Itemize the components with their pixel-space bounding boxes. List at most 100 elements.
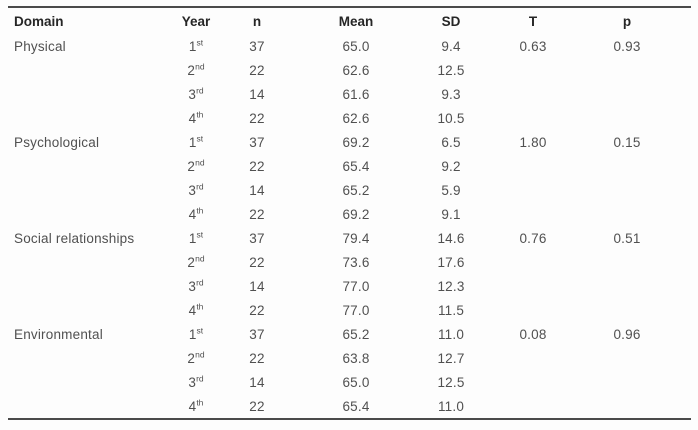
year-ordinal-suffix: th — [196, 301, 204, 311]
col-header-domain: Domain — [14, 13, 64, 29]
cell-p — [584, 202, 670, 226]
cell-year: 4th — [188, 397, 204, 414]
year-ordinal-suffix: rd — [196, 373, 204, 383]
cell-sd: 14.6 — [437, 230, 465, 246]
col-header-n: n — [252, 13, 262, 29]
table-row: 3rd 14 65.2 5.9 — [8, 178, 670, 202]
table-row: Physical 1st 37 65.0 9.4 0.63 0.93 — [8, 34, 670, 58]
cell-mean: 77.0 — [342, 278, 370, 294]
cell-domain — [8, 82, 170, 106]
cell-year: 4th — [188, 109, 204, 126]
cell-domain — [8, 346, 170, 370]
cell-n: 14 — [249, 182, 265, 198]
cell-domain — [8, 178, 170, 202]
cell-sd: 12.3 — [437, 278, 465, 294]
year-ordinal-suffix: th — [196, 205, 204, 215]
cell-n: 22 — [249, 350, 265, 366]
cell-t — [482, 106, 584, 130]
cell-sd: 9.3 — [441, 86, 461, 102]
cell-mean: 69.2 — [342, 206, 370, 222]
cell-t — [482, 298, 584, 322]
cell-t — [482, 370, 584, 394]
cell-domain — [8, 202, 170, 226]
col-header-t: T — [528, 13, 538, 29]
cell-p — [584, 250, 670, 274]
cell-sd: 9.1 — [441, 206, 461, 222]
cell-p — [584, 274, 670, 298]
cell-p — [584, 58, 670, 82]
cell-n: 22 — [249, 398, 265, 414]
cell-sd: 10.5 — [437, 110, 465, 126]
cell-mean: 65.4 — [342, 398, 370, 414]
cell-t — [482, 58, 584, 82]
cell-mean: 63.8 — [342, 350, 370, 366]
cell-n: 14 — [249, 374, 265, 390]
cell-t — [482, 250, 584, 274]
cell-t: 1.80 — [519, 134, 547, 150]
col-header-sd: SD — [441, 13, 461, 29]
cell-p — [584, 346, 670, 370]
cell-year: 1st — [188, 37, 204, 54]
cell-domain — [8, 394, 170, 418]
cell-mean: 73.6 — [342, 254, 370, 270]
cell-domain: Physical — [14, 38, 66, 54]
cell-mean: 61.6 — [342, 86, 370, 102]
table-row: Psychological 1st 37 69.2 6.5 1.80 0.15 — [8, 130, 670, 154]
cell-mean: 62.6 — [342, 62, 370, 78]
cell-p — [584, 154, 670, 178]
cell-t: 0.08 — [519, 326, 547, 342]
cell-year: 4th — [188, 301, 204, 318]
cell-n: 22 — [249, 254, 265, 270]
cell-year: 2nd — [187, 61, 205, 78]
cell-p — [584, 394, 670, 418]
cell-p: 0.96 — [613, 326, 641, 342]
cell-t — [482, 394, 584, 418]
cell-sd: 6.5 — [441, 134, 461, 150]
cell-sd: 9.4 — [441, 38, 461, 54]
cell-p — [584, 106, 670, 130]
cell-t: 0.63 — [519, 38, 547, 54]
table-row: 4th 22 77.0 11.5 — [8, 298, 670, 322]
cell-domain: Environmental — [14, 326, 103, 342]
cell-sd: 12.5 — [437, 374, 465, 390]
cell-year: 3rd — [188, 181, 204, 198]
cell-t — [482, 82, 584, 106]
cell-domain — [8, 250, 170, 274]
table-row: 2nd 22 62.6 12.5 — [8, 58, 670, 82]
cell-t — [482, 154, 584, 178]
cell-sd: 11.0 — [437, 398, 465, 414]
cell-domain — [8, 298, 170, 322]
cell-t: 0.76 — [519, 230, 547, 246]
results-table: Domain Year n Mean SD T p Physical 1st 37 6… — [8, 8, 670, 418]
cell-n: 22 — [249, 302, 265, 318]
year-ordinal-suffix: th — [196, 397, 204, 407]
cell-mean: 65.4 — [342, 158, 370, 174]
cell-year: 4th — [188, 205, 204, 222]
cell-n: 22 — [249, 110, 265, 126]
year-ordinal-suffix: nd — [195, 253, 205, 263]
table-row: 2nd 22 63.8 12.7 — [8, 346, 670, 370]
table-header-row: Domain Year n Mean SD T p — [8, 8, 670, 34]
cell-sd: 12.5 — [437, 62, 465, 78]
year-ordinal-suffix: rd — [196, 85, 204, 95]
table-row: 2nd 22 65.4 9.2 — [8, 154, 670, 178]
table-row: Environmental 1st 37 65.2 11.0 0.08 0.96 — [8, 322, 670, 346]
cell-year: 2nd — [187, 157, 205, 174]
cell-p — [584, 298, 670, 322]
cell-year: 1st — [188, 229, 204, 246]
cell-n: 37 — [249, 134, 265, 150]
table-row: 3rd 14 65.0 12.5 — [8, 370, 670, 394]
cell-domain — [8, 106, 170, 130]
cell-n: 22 — [249, 62, 265, 78]
cell-n: 22 — [249, 158, 265, 174]
table-row: 4th 22 62.6 10.5 — [8, 106, 670, 130]
cell-n: 14 — [249, 86, 265, 102]
table-row: 2nd 22 73.6 17.6 — [8, 250, 670, 274]
cell-year: 3rd — [188, 277, 204, 294]
cell-p: 0.93 — [613, 38, 641, 54]
cell-n: 14 — [249, 278, 265, 294]
cell-mean: 65.2 — [342, 182, 370, 198]
cell-domain — [8, 58, 170, 82]
cell-domain — [8, 370, 170, 394]
table-row: 4th 22 65.4 11.0 — [8, 394, 670, 418]
